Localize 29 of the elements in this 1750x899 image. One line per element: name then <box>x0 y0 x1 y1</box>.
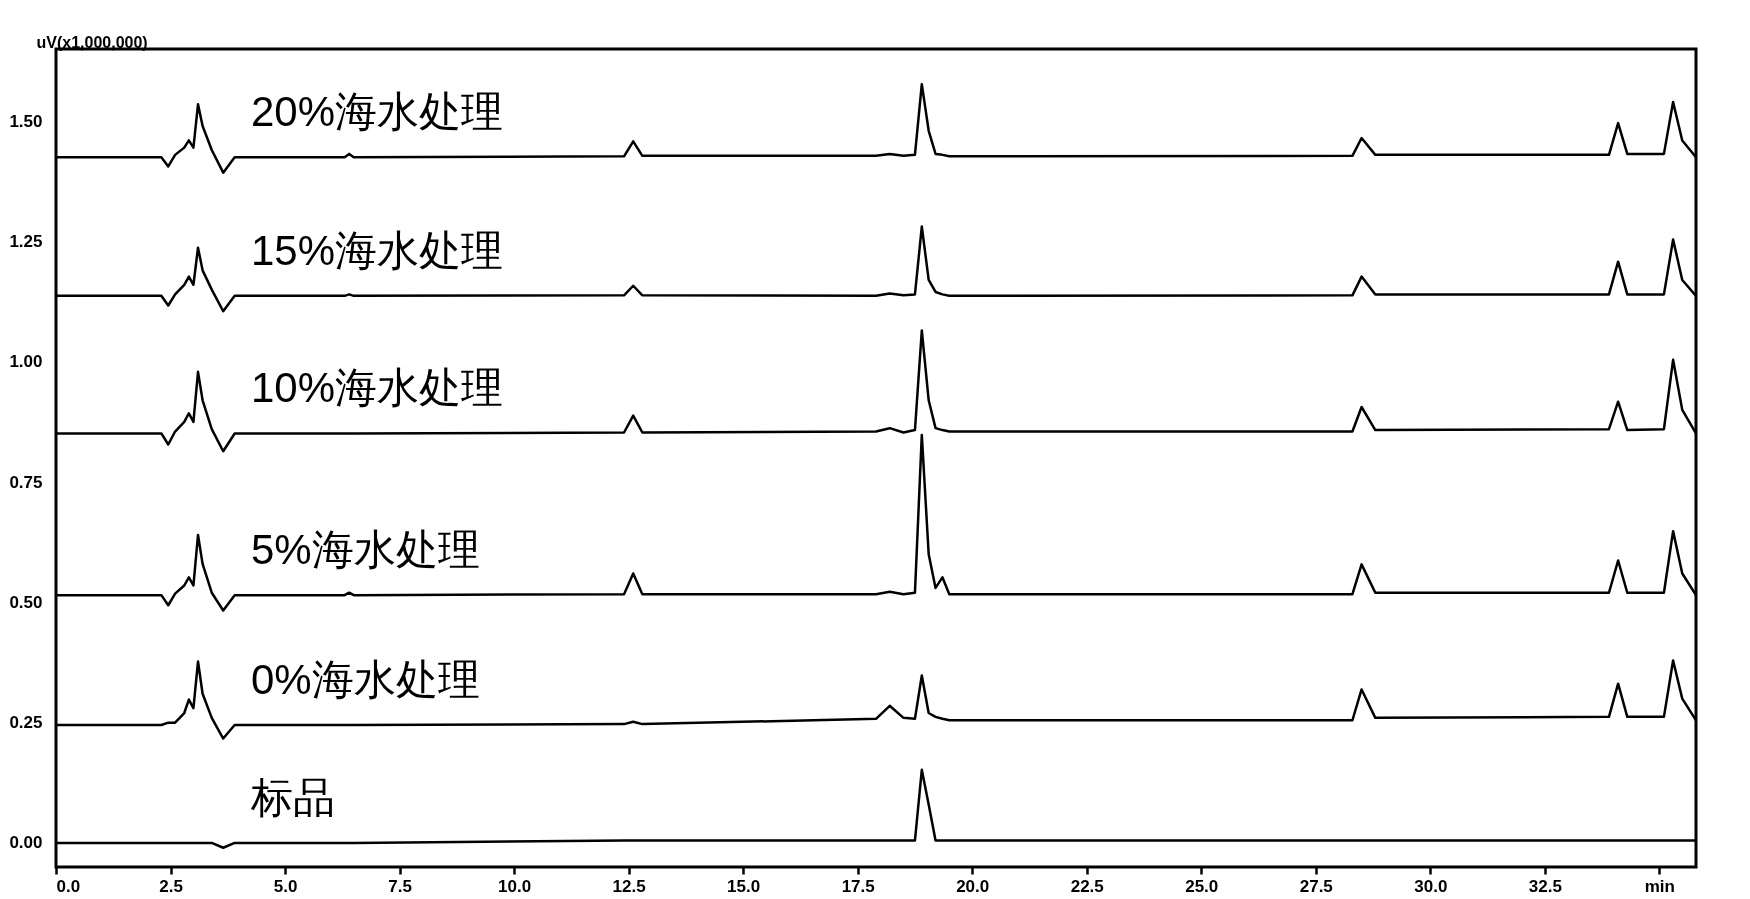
series-label: 20%海水处理 <box>251 88 504 136</box>
x-tick-label: 15.0 <box>727 876 761 896</box>
y-tick-label: 0.25 <box>9 713 43 733</box>
y-axis-title: uV(x1,000,000) <box>36 33 148 51</box>
x-tick-label: 12.5 <box>612 876 646 896</box>
x-tick-label: min <box>1644 876 1675 896</box>
y-tick-label: 0.75 <box>9 472 43 492</box>
series-label: 10%海水处理 <box>251 364 504 412</box>
series-label: 标品 <box>250 773 335 821</box>
x-tick-label: 27.5 <box>1299 876 1333 896</box>
y-tick-label: 1.00 <box>9 352 43 372</box>
x-tick-label: 7.5 <box>388 876 412 896</box>
y-tick-label: 1.25 <box>9 231 43 251</box>
x-tick-label: 22.5 <box>1070 876 1104 896</box>
y-tick-label: 0.00 <box>9 833 43 853</box>
x-tick-label: 25.0 <box>1185 876 1219 896</box>
x-tick-label: 10.0 <box>498 876 532 896</box>
x-tick-label: 32.5 <box>1528 876 1562 896</box>
series-label: 5%海水处理 <box>251 526 480 574</box>
x-tick-label: 17.5 <box>841 876 875 896</box>
x-tick-label: 20.0 <box>956 876 990 896</box>
y-tick-label: 1.50 <box>9 111 43 131</box>
series-label: 0%海水处理 <box>251 656 480 704</box>
x-tick-label: 30.0 <box>1414 876 1448 896</box>
y-tick-label: 0.50 <box>9 592 43 612</box>
x-tick-label: 5.0 <box>273 876 298 896</box>
x-tick-label: 2.5 <box>159 876 183 896</box>
series-label: 15%海水处理 <box>251 226 504 274</box>
x-tick-label: 0.0 <box>56 876 81 896</box>
